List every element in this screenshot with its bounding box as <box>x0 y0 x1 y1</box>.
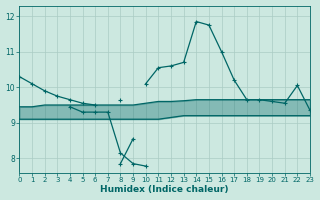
X-axis label: Humidex (Indice chaleur): Humidex (Indice chaleur) <box>100 185 229 194</box>
